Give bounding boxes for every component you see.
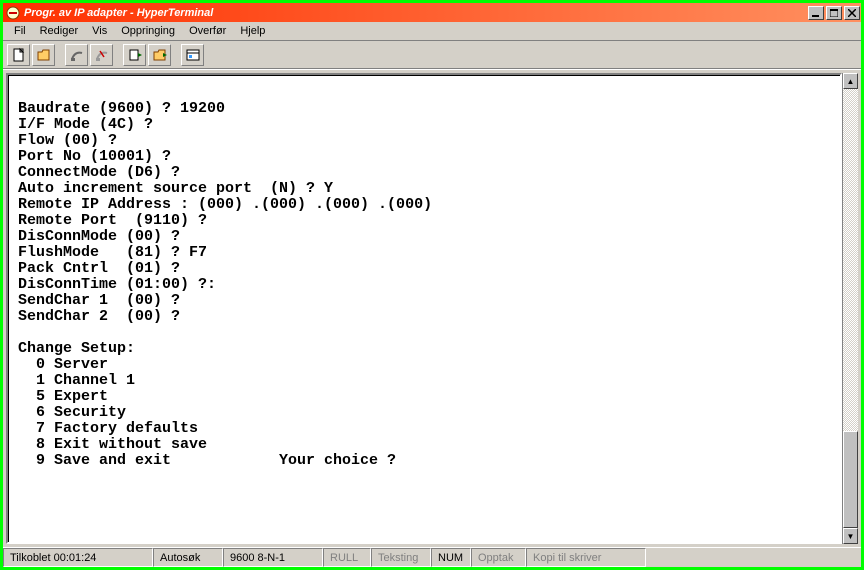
menu-fil[interactable]: Fil [7, 23, 33, 39]
tool-open[interactable] [32, 44, 55, 66]
toolbar-separator [57, 44, 63, 66]
content-area: Baudrate (9600) ? 19200 I/F Mode (4C) ? … [3, 69, 861, 547]
toolbar-separator [115, 44, 121, 66]
title-app: HyperTerminal [137, 7, 214, 19]
status-bar: Tilkoblet 00:01:24Autosøk9600 8-N-1RULLT… [3, 547, 861, 567]
scroll-thumb[interactable] [843, 431, 858, 528]
title-doc: Progr. av IP adapter [24, 7, 127, 19]
menu-hjelp[interactable]: Hjelp [233, 23, 272, 39]
scroll-up-button[interactable]: ▲ [843, 73, 858, 89]
toolbar [3, 41, 861, 69]
maximize-button[interactable] [826, 6, 842, 20]
app-icon [5, 5, 21, 21]
vertical-scrollbar[interactable]: ▲ ▼ [842, 73, 858, 544]
status-cell-5: NUM [431, 548, 471, 567]
tool-disconnect[interactable] [90, 44, 113, 66]
menu-vis[interactable]: Vis [85, 23, 114, 39]
close-button[interactable] [844, 6, 860, 20]
toolbar-separator [173, 44, 179, 66]
minimize-button[interactable] [808, 6, 824, 20]
tool-connect[interactable] [65, 44, 88, 66]
menu-overfor[interactable]: Overfør [182, 23, 233, 39]
terminal-output[interactable]: Baudrate (9600) ? 19200 I/F Mode (4C) ? … [8, 75, 840, 473]
scroll-track[interactable] [843, 89, 858, 528]
window-title: Progr. av IP adapter - HyperTerminal [24, 7, 213, 19]
tool-properties[interactable] [181, 44, 204, 66]
status-cell-2: 9600 8-N-1 [223, 548, 323, 567]
tool-send[interactable] [123, 44, 146, 66]
status-cell-0: Tilkoblet 00:01:24 [3, 548, 153, 567]
tool-new[interactable] [7, 44, 30, 66]
menu-rediger[interactable]: Rediger [33, 23, 86, 39]
status-cell-4: Teksting [371, 548, 431, 567]
status-cell-1: Autosøk [153, 548, 223, 567]
title-bar[interactable]: Progr. av IP adapter - HyperTerminal [3, 3, 861, 22]
menu-oppringing[interactable]: Oppringing [114, 23, 182, 39]
menu-bar: Fil Rediger Vis Oppringing Overfør Hjelp [3, 22, 861, 41]
terminal-box: Baudrate (9600) ? 19200 I/F Mode (4C) ? … [6, 73, 842, 544]
status-cell-7: Kopi til skriver [526, 548, 646, 567]
window-controls [806, 6, 861, 20]
status-cell-3: RULL [323, 548, 371, 567]
app-window: Progr. av IP adapter - HyperTerminal Fil… [0, 0, 864, 570]
status-cell-6: Opptak [471, 548, 526, 567]
tool-receive[interactable] [148, 44, 171, 66]
scroll-down-button[interactable]: ▼ [843, 528, 858, 544]
